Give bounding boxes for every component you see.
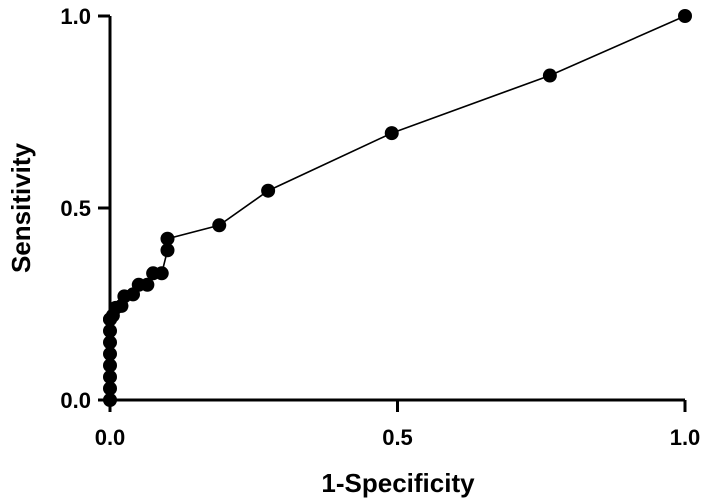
data-point-21 [261,183,276,198]
data-point-15 [140,277,155,292]
data-point-4 [103,346,117,361]
data-point-24 [678,9,692,23]
x-tick-label-0: 0.0 [95,425,126,450]
x-axis: 0.0 0.5 1.0 1-Specificity [95,398,701,498]
x-tick-label-2: 1.0 [670,425,701,450]
data-point-18 [160,243,175,258]
data-point-0 [103,393,117,407]
data-point-17 [154,266,169,281]
data-point-5 [103,335,117,350]
x-axis-title: 1-Specificity [321,468,475,498]
data-point-1 [103,381,117,396]
y-axis-title: Sensitivity [6,142,36,273]
data-point-22 [384,126,399,141]
data-point-6 [103,323,117,338]
y-axis: 0.0 0.5 1.0 Sensitivity [6,4,112,413]
data-point-2 [103,369,117,384]
data-point-20 [212,218,227,233]
y-tick-label-2: 1.0 [60,4,91,29]
data-point-23 [542,68,557,83]
y-tick-label-0: 0.0 [60,388,91,413]
data-point-19 [160,231,175,246]
data-points [103,9,692,407]
y-tick-label-1: 0.5 [60,196,91,221]
roc-curve-line [109,15,686,400]
data-point-3 [103,358,117,373]
x-tick-label-1: 0.5 [382,425,413,450]
plot-area [103,9,692,407]
